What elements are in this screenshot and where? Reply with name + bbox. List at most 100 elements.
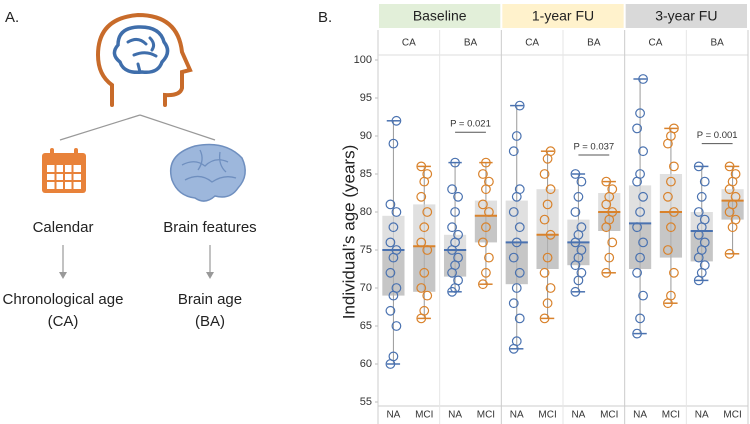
ba-abbr: (BA)	[195, 313, 225, 330]
data-point	[730, 214, 741, 225]
subgroup-label: BA	[587, 38, 601, 49]
box-upper	[413, 204, 436, 247]
box-lower	[443, 250, 467, 277]
data-point	[638, 146, 648, 157]
p-value: P = 0.037	[573, 142, 614, 153]
box-label: NA	[633, 410, 647, 421]
group-label: 3-year FU	[655, 8, 717, 24]
data-point	[481, 267, 491, 278]
box-lower	[474, 215, 498, 243]
data-point	[478, 169, 488, 179]
data-point	[576, 176, 587, 187]
data-point	[666, 290, 676, 301]
data-point	[607, 237, 618, 248]
ba-label: Brain age	[178, 291, 242, 308]
group-header	[379, 4, 501, 28]
data-point	[663, 191, 673, 202]
data-point	[539, 313, 550, 324]
data-point	[542, 199, 553, 210]
box-label: NA	[386, 410, 400, 421]
data-point	[385, 237, 396, 248]
data-point	[391, 115, 402, 126]
data-point	[573, 191, 584, 202]
data-point	[388, 222, 399, 233]
data-point	[635, 313, 645, 324]
brain-image	[170, 143, 246, 202]
data-point	[601, 267, 612, 278]
data-point	[450, 207, 460, 217]
subgroup-label: CA	[525, 38, 539, 49]
data-point	[601, 176, 612, 187]
y-tick-label: 85	[360, 168, 372, 180]
box-upper	[536, 189, 559, 235]
data-point	[635, 108, 645, 119]
data-point	[508, 207, 519, 217]
data-point	[450, 157, 460, 168]
data-point	[696, 191, 707, 202]
data-point	[539, 169, 550, 179]
data-point	[385, 199, 396, 210]
p-value: P = 0.001	[697, 130, 738, 141]
data-point	[481, 157, 491, 168]
data-point	[388, 351, 399, 362]
data-point	[699, 214, 710, 225]
data-point	[724, 248, 735, 259]
data-point	[638, 191, 648, 202]
data-point	[514, 267, 525, 278]
subgroup-label: BA	[710, 38, 724, 49]
data-point	[453, 191, 463, 202]
y-tick-label: 65	[360, 320, 372, 332]
y-tick-label: 80	[360, 206, 372, 218]
data-point	[422, 290, 433, 301]
box-upper	[382, 215, 405, 250]
data-point	[508, 146, 519, 157]
data-point	[511, 283, 522, 293]
box-label: MCI	[723, 410, 741, 421]
data-point	[669, 123, 679, 134]
down-arrows	[59, 245, 214, 279]
box-upper	[628, 185, 652, 224]
data-point	[453, 252, 463, 263]
data-point	[484, 176, 494, 187]
data-point	[419, 305, 430, 316]
fan-lines	[59, 114, 216, 141]
box-label: NA	[695, 410, 709, 421]
group-label: Baseline	[413, 8, 467, 24]
box-label: MCI	[415, 410, 433, 421]
panel-label: B.	[318, 9, 332, 26]
data-point	[635, 169, 645, 179]
data-point	[666, 222, 676, 233]
data-point	[478, 199, 488, 210]
box-upper	[690, 212, 713, 231]
data-point	[422, 207, 433, 217]
box-lower	[536, 234, 559, 269]
box-lower	[598, 212, 621, 231]
y-tick-label: 95	[360, 92, 372, 104]
data-point	[570, 286, 581, 297]
data-point	[385, 267, 396, 278]
data-point	[669, 161, 679, 172]
data-point	[638, 74, 648, 84]
y-tick-label: 100	[354, 54, 372, 66]
data-point	[514, 313, 525, 324]
data-point	[453, 275, 463, 286]
brain-features-label: Brain features	[163, 219, 256, 236]
y-tick-label: 60	[360, 358, 372, 370]
data-point	[545, 146, 556, 157]
data-point	[391, 207, 402, 217]
data-point	[663, 245, 673, 255]
data-point	[607, 184, 618, 195]
box-label: MCI	[662, 410, 680, 421]
data-point	[481, 222, 491, 233]
data-point	[539, 214, 550, 225]
data-point	[669, 267, 679, 278]
data-point	[542, 298, 553, 309]
data-point	[635, 207, 645, 217]
group-header	[625, 4, 747, 28]
head-icon	[95, 12, 193, 107]
box-label: MCI	[600, 410, 618, 421]
data-point	[391, 283, 402, 293]
p-value: P = 0.021	[450, 119, 491, 130]
data-point	[484, 252, 494, 263]
